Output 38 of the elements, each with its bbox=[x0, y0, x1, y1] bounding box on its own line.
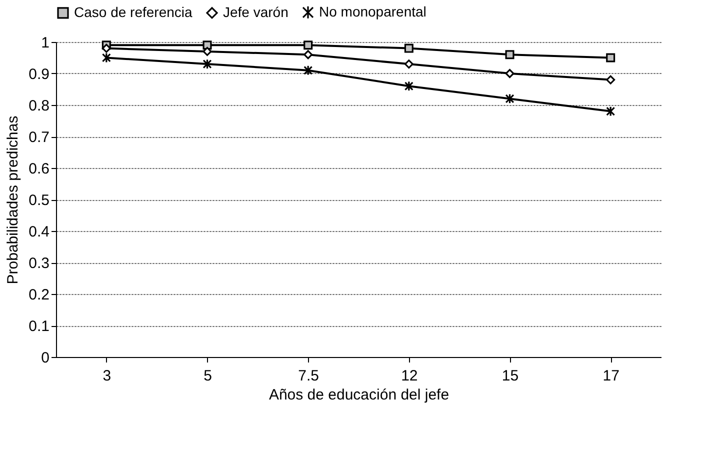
y-tick-label: 0.7 bbox=[28, 129, 50, 146]
point bbox=[304, 40, 313, 50]
point bbox=[606, 106, 616, 117]
x-tick-label: 17 bbox=[602, 368, 620, 384]
point bbox=[505, 68, 514, 78]
point bbox=[606, 53, 616, 62]
point bbox=[505, 50, 514, 60]
point bbox=[404, 44, 414, 53]
x-tick-label: 15 bbox=[502, 368, 519, 384]
y-tick-label: 0.3 bbox=[28, 255, 50, 272]
legend-label: Caso de referencia bbox=[74, 4, 193, 20]
point bbox=[404, 80, 414, 92]
y-tick-label: 0.6 bbox=[28, 160, 50, 178]
point bbox=[102, 52, 111, 63]
point bbox=[505, 93, 514, 104]
y-tick-label: 0.4 bbox=[28, 224, 50, 240]
point bbox=[304, 65, 313, 76]
y-tick-label: 0.9 bbox=[28, 66, 50, 83]
y-axis-title: Probabilidades predichas bbox=[4, 116, 22, 284]
point bbox=[102, 44, 111, 53]
y-tick-label: 0.1 bbox=[28, 318, 50, 335]
point bbox=[304, 50, 313, 60]
x-tick-label: 5 bbox=[204, 368, 212, 384]
y-tick-label: 0.5 bbox=[28, 192, 50, 209]
x-axis-title: Años de educación del jefe bbox=[268, 386, 450, 404]
y-tick-label: 0 bbox=[41, 350, 50, 366]
legend-label: No monoparental bbox=[319, 3, 426, 20]
point bbox=[202, 58, 212, 70]
point bbox=[404, 60, 414, 69]
x-tick-label: 7.5 bbox=[298, 368, 320, 384]
y-tick-label: 0.8 bbox=[28, 98, 50, 114]
point bbox=[606, 75, 616, 84]
x-tick-label: 3 bbox=[102, 368, 112, 384]
x-tick-label: 12 bbox=[401, 368, 418, 384]
legend-label: Jefe varón bbox=[223, 4, 288, 20]
y-tick-label: 0.2 bbox=[28, 286, 50, 304]
point bbox=[202, 46, 212, 56]
y-tick-label: 1 bbox=[41, 34, 50, 52]
